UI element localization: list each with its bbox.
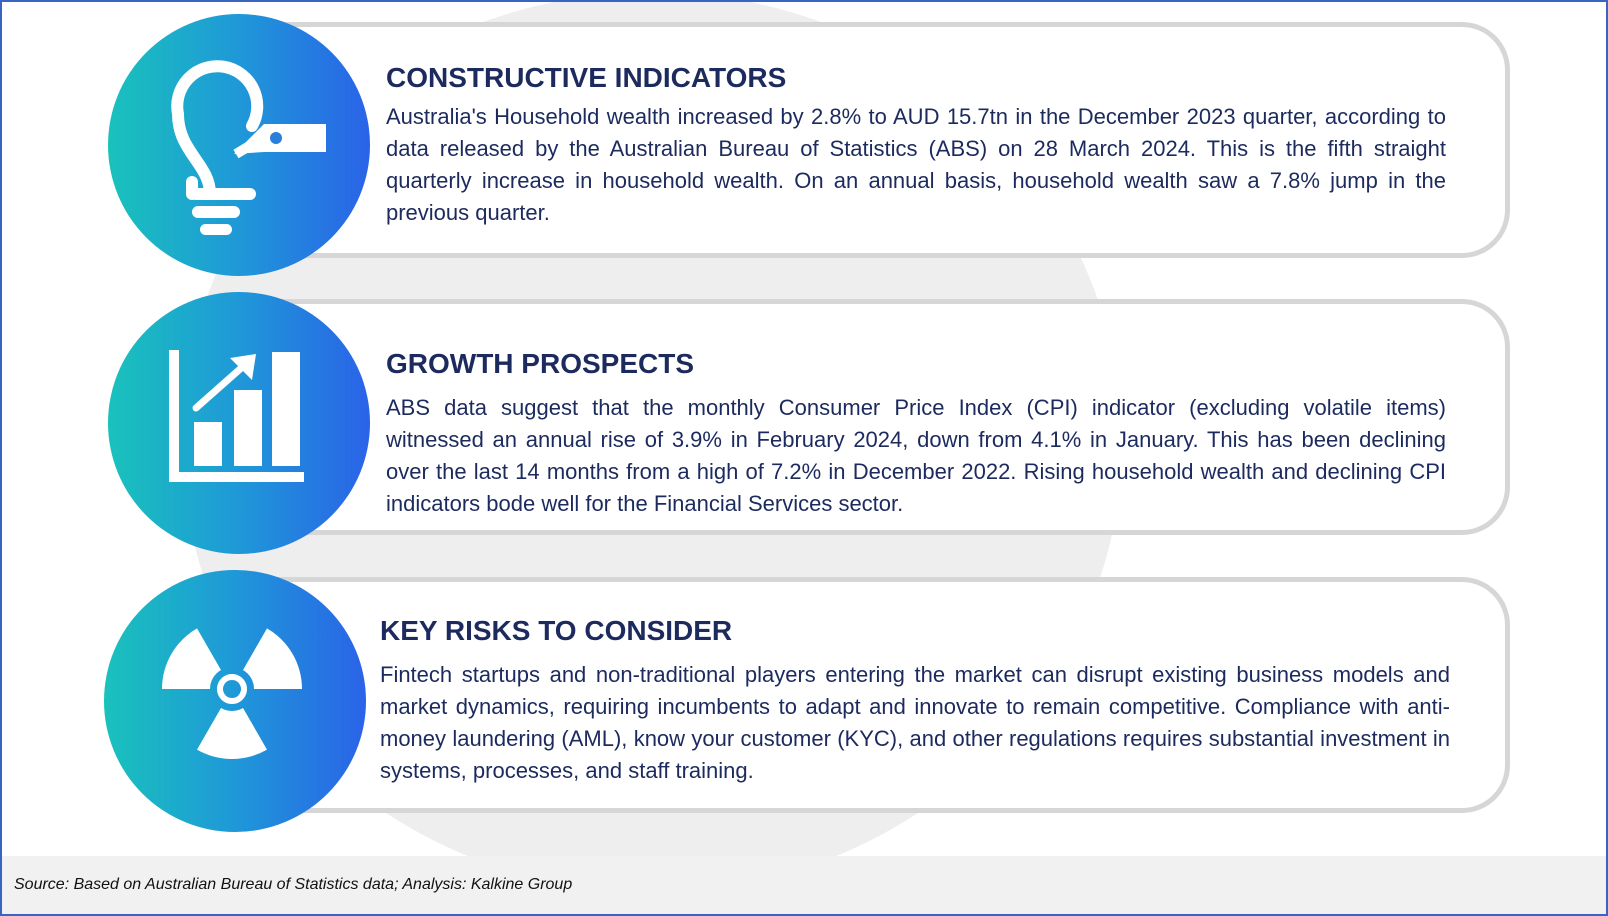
footer-band xyxy=(2,856,1606,914)
growth-prospects-card xyxy=(230,299,1510,535)
key-risks-badge xyxy=(104,570,366,832)
radiation-hazard-icon xyxy=(162,628,302,759)
constructive-indicators-badge xyxy=(108,14,370,276)
constructive-indicators-card xyxy=(230,22,1510,258)
growth-prospects-badge xyxy=(108,292,370,554)
section-text: Australia's Household wealth increased b… xyxy=(386,104,1446,225)
growth-chart-icon xyxy=(169,350,304,482)
key-risks-card xyxy=(230,577,1510,813)
source-note: Source: Based on Australian Bureau of St… xyxy=(14,876,573,893)
lightbulb-icon xyxy=(171,60,326,235)
section-title: KEY RISKS TO CONSIDER xyxy=(380,615,733,646)
section-text: ABS data suggest that the monthly Consum… xyxy=(386,395,1446,516)
section-title: CONSTRUCTIVE INDICATORS xyxy=(386,62,787,93)
section-text: Fintech startups and non-traditional pla… xyxy=(380,662,1450,783)
section-title: GROWTH PROSPECTS xyxy=(386,348,695,379)
